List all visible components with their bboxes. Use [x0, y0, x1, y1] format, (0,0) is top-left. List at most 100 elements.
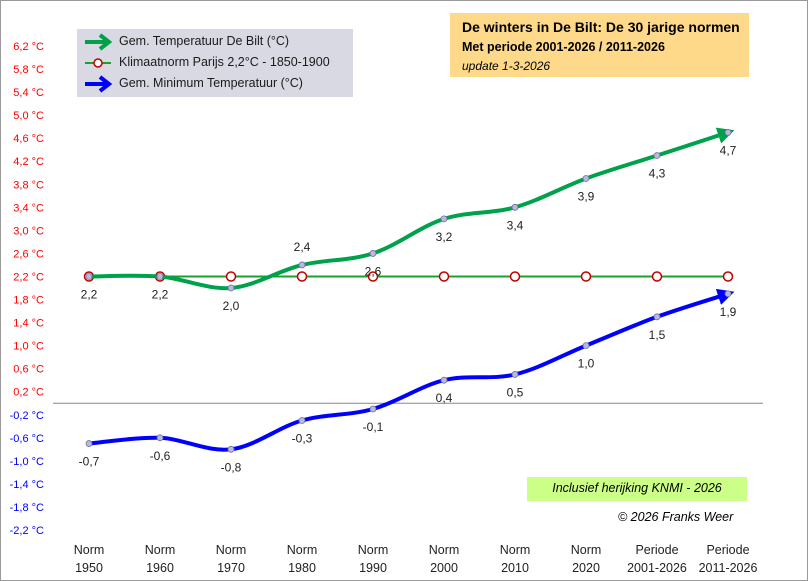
min-temp-data-label: -0,3 — [292, 432, 313, 446]
legend-label: Klimaatnorm Parijs 2,2°C - 1850-1900 — [119, 55, 330, 69]
y-tick-label: 5,4 °C — [13, 87, 44, 99]
bilt-temp-line — [88, 127, 735, 291]
y-tick-label: 3,8 °C — [13, 179, 44, 191]
y-tick-label: 2,2 °C — [13, 271, 44, 283]
legend-label: Gem. Minimum Temperatuur (°C) — [119, 76, 303, 90]
bilt-temp-data-label: 4,3 — [649, 166, 666, 180]
y-tick-label: 1,8 °C — [13, 295, 44, 307]
min-temp-data-label: -0,7 — [79, 455, 100, 469]
bilt-temp-data-label: 2,0 — [223, 299, 240, 313]
paris-norm-point — [225, 271, 237, 282]
paris-norm-point — [580, 271, 592, 282]
chart-title: De winters in De Bilt: De 30 jarige norm… — [462, 19, 740, 35]
copyright: © 2026 Franks Weer — [618, 510, 734, 524]
x-tick-label: 1990 — [359, 561, 387, 575]
paris-norm-point — [367, 271, 379, 282]
bilt-temp-data-label: 2,4 — [294, 240, 311, 254]
x-tick-label: Norm — [287, 543, 318, 557]
x-tick-label: 1970 — [217, 561, 245, 575]
min-temp-data-label: 1,0 — [578, 357, 595, 371]
min-temp-point — [440, 376, 448, 384]
bilt-temp-data-label: 4,7 — [720, 143, 737, 157]
paris-norm-point — [438, 271, 450, 282]
bilt-temp-data-label: 2,2 — [152, 287, 169, 301]
bilt-temp-point — [724, 129, 732, 136]
legend-item-paris: Klimaatnorm Parijs 2,2°C - 1850-1900 — [77, 53, 353, 73]
min-temp-data-label: 1,9 — [720, 305, 737, 319]
y-tick-label: -1,4 °C — [10, 479, 44, 491]
bilt-temp-point — [369, 250, 377, 257]
x-tick-label: 1980 — [288, 561, 316, 575]
min-temp-data-label: 0,5 — [507, 385, 524, 399]
y-tick-label: 3,0 °C — [13, 225, 44, 237]
x-tick-label: Norm — [145, 543, 176, 557]
y-tick-label: 6,2 °C — [13, 41, 44, 53]
bilt-temp-point — [85, 273, 93, 280]
x-tick-label: Norm — [216, 543, 247, 557]
y-tick-label: -2,2 °C — [10, 525, 44, 537]
bilt-temp-data-label: 2,6 — [365, 264, 382, 278]
min-temp-line — [88, 288, 735, 452]
bilt-temp-point — [511, 203, 519, 211]
x-tick-label: 2010 — [501, 561, 529, 575]
bilt-temp-data-label: 2,2 — [81, 287, 98, 301]
legend: Gem. Temperatuur De Bilt (°C) Klimaatnor… — [77, 29, 353, 97]
bilt-temp-data-label: 3,9 — [578, 190, 595, 204]
min-temp-point — [298, 417, 306, 424]
min-temp-point — [724, 290, 732, 298]
min-temp-point — [369, 405, 377, 413]
y-tick-label: 1,0 °C — [13, 341, 44, 353]
green-line-circle-icon — [85, 58, 111, 68]
min-temp-data-label: -0,8 — [221, 460, 242, 474]
y-tick-label: 0,2 °C — [13, 387, 44, 399]
bilt-temp-point — [582, 175, 590, 182]
x-tick-label: 1950 — [75, 561, 103, 575]
paris-norm-point — [651, 271, 663, 282]
y-tick-label: -1,8 °C — [10, 502, 44, 514]
min-temp-data-label: 0,4 — [436, 391, 453, 405]
min-temp-point — [227, 445, 235, 453]
title-box: De winters in De Bilt: De 30 jarige norm… — [450, 13, 749, 77]
x-tick-label: 1960 — [146, 561, 174, 575]
bilt-temp-point — [440, 215, 448, 223]
y-tick-label: -0,2 °C — [10, 410, 44, 422]
min-temp-data-label: -0,6 — [150, 449, 171, 463]
y-tick-label: 5,8 °C — [13, 64, 44, 76]
y-tick-label: 2,6 °C — [13, 248, 44, 260]
y-tick-label: 1,4 °C — [13, 318, 44, 330]
bilt-temp-point — [298, 261, 306, 269]
paris-norm-point — [509, 271, 521, 282]
x-tick-label: 2020 — [572, 561, 600, 575]
min-temp-point — [156, 434, 164, 442]
min-temp-data-label: -0,1 — [363, 420, 384, 434]
paris-norm-point — [296, 271, 308, 282]
note-box: Inclusief herijking KNMI - 2026 — [527, 477, 747, 501]
y-tick-label: 0,6 °C — [13, 364, 44, 376]
min-temp-point — [582, 342, 590, 350]
min-temp-point — [511, 371, 519, 378]
min-temp-data-label: 1,5 — [649, 328, 666, 342]
x-tick-label: Norm — [429, 543, 460, 557]
y-tick-label: 5,0 °C — [13, 110, 44, 122]
blue-arrow-icon — [85, 75, 113, 93]
bilt-temp-data-label: 3,2 — [436, 230, 453, 244]
legend-item-min-temp: Gem. Minimum Temperatuur (°C) — [77, 74, 353, 94]
y-tick-label: 3,4 °C — [13, 202, 44, 214]
y-tick-label: 4,2 °C — [13, 156, 44, 168]
y-tick-label: -0,6 °C — [10, 433, 44, 445]
x-tick-label: Norm — [74, 543, 105, 557]
y-tick-label: -1,0 °C — [10, 456, 44, 468]
x-tick-label: Norm — [500, 543, 531, 557]
bilt-temp-point — [156, 273, 164, 280]
legend-label: Gem. Temperatuur De Bilt (°C) — [119, 34, 290, 48]
note-text: Inclusief herijking KNMI - 2026 — [552, 481, 722, 495]
x-tick-label: 2001-2026 — [627, 561, 687, 575]
paris-norm-point — [722, 271, 734, 282]
bilt-temp-point — [653, 152, 661, 159]
x-tick-label: Norm — [358, 543, 389, 557]
x-tick-label: Periode — [706, 543, 749, 557]
min-temp-point — [653, 313, 661, 321]
bilt-temp-data-label: 3,4 — [507, 218, 524, 232]
